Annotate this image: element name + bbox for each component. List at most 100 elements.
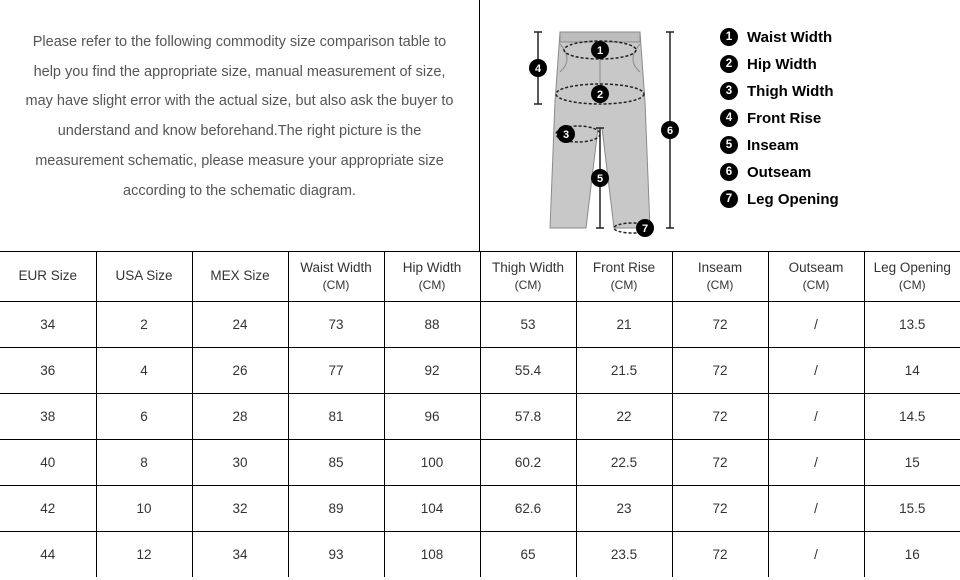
table-cell: 10 bbox=[96, 485, 192, 531]
table-cell: 21.5 bbox=[576, 347, 672, 393]
svg-text:7: 7 bbox=[642, 223, 648, 235]
table-cell: 42 bbox=[0, 485, 96, 531]
table-cell: 77 bbox=[288, 347, 384, 393]
column-header-main: EUR Size bbox=[18, 268, 77, 283]
column-header-unit: (CM) bbox=[865, 277, 960, 293]
column-header-main: Leg Opening bbox=[874, 260, 951, 275]
column-header-main: Inseam bbox=[698, 260, 742, 275]
legend-label: Thigh Width bbox=[747, 83, 834, 100]
table-cell: / bbox=[768, 393, 864, 439]
table-cell: 81 bbox=[288, 393, 384, 439]
table-cell: 88 bbox=[384, 301, 480, 347]
legend-num-icon: 1 bbox=[720, 28, 738, 46]
legend-num-icon: 2 bbox=[720, 55, 738, 73]
legend-item: 7Leg Opening bbox=[720, 190, 950, 208]
column-header-unit: (CM) bbox=[577, 277, 672, 293]
column-header-main: Hip Width bbox=[403, 260, 462, 275]
column-header-main: Outseam bbox=[789, 260, 844, 275]
column-header: MEX Size bbox=[192, 252, 288, 301]
table-cell: 15.5 bbox=[864, 485, 960, 531]
column-header-unit: (CM) bbox=[769, 277, 864, 293]
table-cell: 28 bbox=[192, 393, 288, 439]
table-cell: / bbox=[768, 347, 864, 393]
legend-num-icon: 3 bbox=[720, 82, 738, 100]
table-cell: 92 bbox=[384, 347, 480, 393]
column-header-main: Front Rise bbox=[593, 260, 655, 275]
column-header: Outseam (CM) bbox=[768, 252, 864, 301]
column-header-main: Waist Width bbox=[300, 260, 372, 275]
column-header-unit: (CM) bbox=[385, 277, 480, 293]
table-cell: 23 bbox=[576, 485, 672, 531]
legend-num-icon: 4 bbox=[720, 109, 738, 127]
column-header-main: MEX Size bbox=[210, 268, 269, 283]
column-header: USA Size bbox=[96, 252, 192, 301]
legend-item: 1 Waist Width bbox=[720, 28, 950, 46]
table-cell: 8 bbox=[96, 439, 192, 485]
table-row: 342247388532172/13.5 bbox=[0, 301, 960, 347]
legend-label: Waist Width bbox=[747, 29, 832, 46]
column-header-unit: (CM) bbox=[673, 277, 768, 293]
table-cell: 44 bbox=[0, 531, 96, 577]
svg-text:5: 5 bbox=[597, 173, 603, 185]
legend-label: Outseam bbox=[747, 164, 811, 181]
table-cell: 72 bbox=[672, 347, 768, 393]
column-header-main: Thigh Width bbox=[492, 260, 564, 275]
column-header: Hip Width (CM) bbox=[384, 252, 480, 301]
table-row: 38628819657.82272/14.5 bbox=[0, 393, 960, 439]
table-cell: 72 bbox=[672, 393, 768, 439]
table-row: 441234931086523.572/16 bbox=[0, 531, 960, 577]
table-cell: / bbox=[768, 485, 864, 531]
intro-text: Please refer to the following commodity … bbox=[0, 0, 480, 251]
table-cell: 72 bbox=[672, 531, 768, 577]
table-cell: 2 bbox=[96, 301, 192, 347]
table-cell: 22 bbox=[576, 393, 672, 439]
legend-item: 6Outseam bbox=[720, 163, 950, 181]
table-cell: 30 bbox=[192, 439, 288, 485]
table-cell: 57.8 bbox=[480, 393, 576, 439]
table-cell: 34 bbox=[0, 301, 96, 347]
table-cell: 93 bbox=[288, 531, 384, 577]
column-header-main: USA Size bbox=[115, 268, 172, 283]
table-cell: 6 bbox=[96, 393, 192, 439]
legend-num-icon: 5 bbox=[720, 136, 738, 154]
column-header-unit: (CM) bbox=[289, 277, 384, 293]
legend-label: Inseam bbox=[747, 137, 799, 154]
table-cell: 22.5 bbox=[576, 439, 672, 485]
table-row: 408308510060.222.572/15 bbox=[0, 439, 960, 485]
table-cell: 73 bbox=[288, 301, 384, 347]
table-cell: 72 bbox=[672, 439, 768, 485]
top-section: Please refer to the following commodity … bbox=[0, 0, 960, 252]
table-header-row: EUR SizeUSA SizeMEX SizeWaist Width(CM)H… bbox=[0, 252, 960, 301]
table-cell: 4 bbox=[96, 347, 192, 393]
legend-item: 4Front Rise bbox=[720, 109, 950, 127]
measurement-legend: 1 Waist Width 2 Hip Width 3 Thigh Width 4Front… bbox=[710, 10, 950, 217]
table-cell: 14.5 bbox=[864, 393, 960, 439]
table-cell: 53 bbox=[480, 301, 576, 347]
pants-schematic-icon: 1 2 3 4 5 6 7 bbox=[490, 10, 710, 242]
table-cell: 89 bbox=[288, 485, 384, 531]
svg-text:3: 3 bbox=[563, 129, 569, 141]
legend-item: 3 Thigh Width bbox=[720, 82, 950, 100]
column-header: EUR Size bbox=[0, 252, 96, 301]
table-row: 4210328910462.62372/15.5 bbox=[0, 485, 960, 531]
size-chart-card: Please refer to the following commodity … bbox=[0, 0, 960, 580]
table-cell: 100 bbox=[384, 439, 480, 485]
table-cell: 62.6 bbox=[480, 485, 576, 531]
column-header: Front Rise (CM) bbox=[576, 252, 672, 301]
column-header: Thigh Width(CM) bbox=[480, 252, 576, 301]
table-cell: 26 bbox=[192, 347, 288, 393]
table-cell: 85 bbox=[288, 439, 384, 485]
svg-text:6: 6 bbox=[667, 125, 673, 137]
table-cell: 65 bbox=[480, 531, 576, 577]
table-cell: 108 bbox=[384, 531, 480, 577]
legend-item: 2 Hip Width bbox=[720, 55, 950, 73]
table-cell: 13.5 bbox=[864, 301, 960, 347]
table-cell: 23.5 bbox=[576, 531, 672, 577]
column-header: Leg Opening (CM) bbox=[864, 252, 960, 301]
legend-label: Hip Width bbox=[747, 56, 817, 73]
table-cell: / bbox=[768, 439, 864, 485]
table-cell: 60.2 bbox=[480, 439, 576, 485]
table-cell: 32 bbox=[192, 485, 288, 531]
legend-label: Leg Opening bbox=[747, 191, 839, 208]
table-cell: 24 bbox=[192, 301, 288, 347]
